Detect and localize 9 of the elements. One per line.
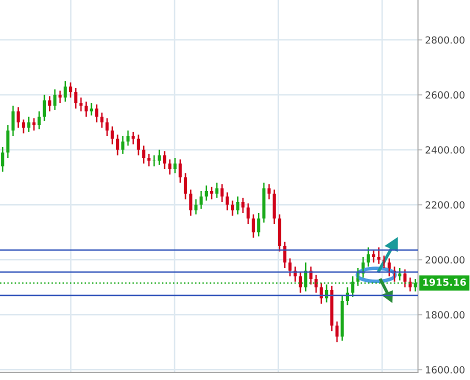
y-tick-label: 2400.00 [426, 146, 465, 154]
y-tick-label: 2200.00 [426, 201, 465, 209]
y-tick-label: 2800.00 [426, 36, 465, 44]
candlestick [152, 154, 156, 167]
y-tick-label: 2000.00 [426, 256, 465, 264]
y-tick-label: 1600.00 [426, 366, 465, 374]
y-tick-label: 1800.00 [426, 311, 465, 319]
ref-line-label: 1915.16 [423, 278, 466, 286]
y-tick-label: 2600.00 [426, 91, 465, 99]
